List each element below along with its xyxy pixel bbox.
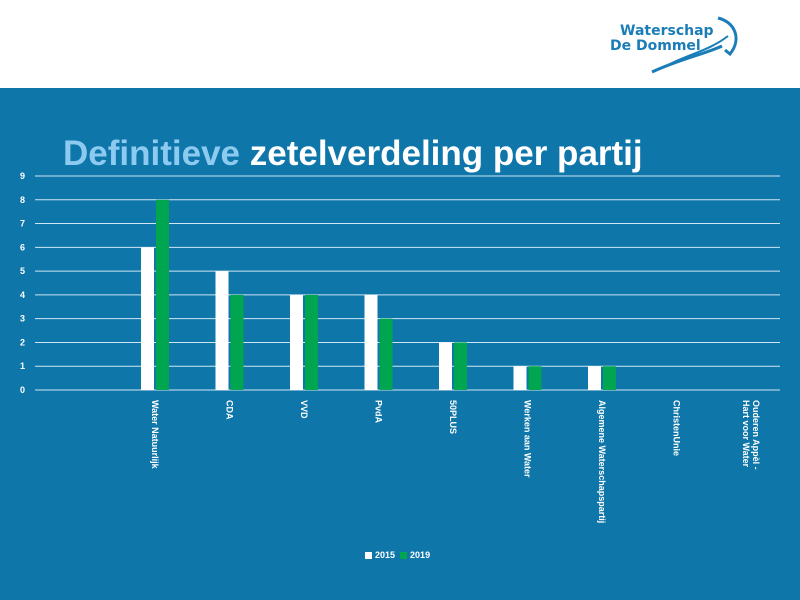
bar-2015	[588, 366, 601, 390]
x-tick-label: 50PLUS	[448, 400, 458, 435]
slide-title: Definitieve zetelverdeling per partij	[63, 134, 643, 174]
eel-wave-icon	[651, 16, 738, 74]
title-accent: Definitieve	[63, 134, 240, 173]
x-tick-label: ChristenUnie	[671, 400, 682, 457]
x-tick-label: Ouderen Appèl - Hart voor Water	[741, 400, 761, 470]
bar-2015	[439, 342, 452, 390]
x-tick-label: Water Natuurlijk	[150, 400, 160, 469]
bar-2015	[141, 247, 154, 390]
bar-2015	[364, 294, 378, 390]
bar-2019	[603, 366, 616, 390]
bar-2015	[215, 271, 229, 390]
legend-swatch-2015	[365, 552, 372, 560]
x-tick-label: VVD	[299, 400, 309, 419]
legend: 2015 2019	[365, 550, 430, 560]
y-tick-label: 6	[20, 242, 25, 252]
legend-label-2015: 2015	[375, 550, 396, 560]
y-tick-label: 3	[20, 314, 25, 324]
y-tick-label: 9	[20, 171, 25, 181]
legend-label-2019: 2019	[410, 550, 431, 560]
y-tick-label: 2	[20, 337, 25, 347]
logo-text-line1: Waterschap	[620, 23, 714, 39]
x-tick-label: CDA	[224, 400, 235, 420]
x-tick-label: PvdA	[373, 400, 384, 424]
bar-2015	[513, 366, 527, 390]
logo-text-line2: De Dommel	[610, 38, 701, 54]
title-main: zetelverdeling per partij	[249, 134, 643, 173]
bar-2019	[305, 294, 318, 390]
header: Waterschap De Dommel	[0, 0, 800, 88]
x-tick-label: Werken aan Water	[522, 400, 533, 478]
y-tick-label: 0	[20, 385, 25, 395]
y-tick-label: 4	[20, 290, 25, 300]
bar-2019	[156, 199, 169, 390]
y-tick-label: 8	[20, 195, 25, 205]
bar-2019	[230, 294, 244, 390]
y-tick-label: 7	[20, 219, 25, 229]
x-tick-label: Algemene Waterschapspartij	[597, 400, 607, 524]
bar-2015	[290, 294, 303, 390]
bar-2019	[379, 318, 393, 390]
legend-swatch-2019	[400, 552, 408, 560]
bar-2019	[454, 342, 467, 390]
waterschap-logo: Waterschap De Dommel	[610, 14, 740, 76]
y-tick-label: 1	[20, 361, 25, 371]
y-tick-label: 5	[20, 266, 25, 276]
bar-2019	[528, 366, 542, 390]
